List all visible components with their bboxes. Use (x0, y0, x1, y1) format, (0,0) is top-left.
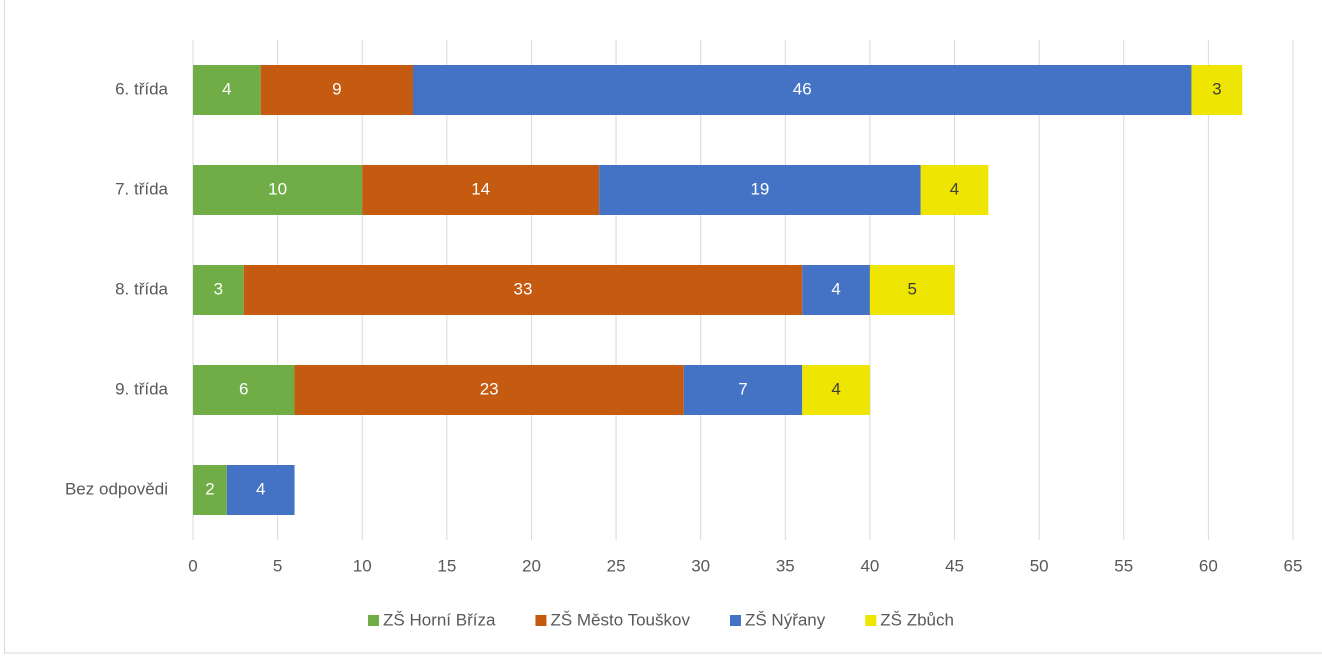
data-label: 4 (950, 179, 959, 198)
legend-swatch (730, 615, 741, 626)
data-label: 23 (480, 379, 499, 398)
data-label: 2 (205, 479, 214, 498)
data-label: 5 (907, 279, 916, 298)
x-tick-label: 65 (1284, 556, 1303, 575)
data-label: 14 (471, 179, 490, 198)
data-label: 7 (738, 379, 747, 398)
legend-label: ZŠ Horní Bříza (383, 610, 496, 629)
x-tick-label: 5 (273, 556, 282, 575)
x-tick-label: 35 (776, 556, 795, 575)
legend-label: ZŠ Město Touškov (550, 610, 690, 629)
data-label: 3 (1212, 79, 1221, 98)
x-tick-label: 20 (522, 556, 541, 575)
data-label: 4 (831, 279, 840, 298)
legend-label: ZŠ Zbůch (880, 610, 954, 629)
data-label: 19 (750, 179, 769, 198)
y-tick-label: 8. třída (115, 279, 168, 298)
x-tick-label: 25 (607, 556, 626, 575)
data-label: 6 (239, 379, 248, 398)
y-tick-label: 9. třída (115, 379, 168, 398)
data-label: 10 (268, 179, 287, 198)
legend-label: ZŠ Nýřany (745, 610, 826, 629)
data-label: 33 (514, 279, 533, 298)
x-tick-label: 50 (1030, 556, 1049, 575)
x-tick-label: 60 (1199, 556, 1218, 575)
x-tick-label: 30 (691, 556, 710, 575)
data-label: 4 (256, 479, 265, 498)
x-tick-label: 55 (1114, 556, 1133, 575)
x-tick-label: 45 (945, 556, 964, 575)
legend-swatch (535, 615, 546, 626)
y-tick-label: 6. třída (115, 79, 168, 98)
y-tick-label: 7. třída (115, 179, 168, 198)
y-tick-label: Bez odpovědi (65, 479, 168, 498)
data-label: 4 (831, 379, 840, 398)
x-tick-label: 0 (188, 556, 197, 575)
legend-swatch (368, 615, 379, 626)
data-label: 4 (222, 79, 231, 98)
x-tick-label: 10 (353, 556, 372, 575)
data-label: 9 (332, 79, 341, 98)
data-label: 46 (793, 79, 812, 98)
x-tick-label: 15 (437, 556, 456, 575)
legend-swatch (865, 615, 876, 626)
data-label: 3 (214, 279, 223, 298)
x-tick-label: 40 (860, 556, 879, 575)
